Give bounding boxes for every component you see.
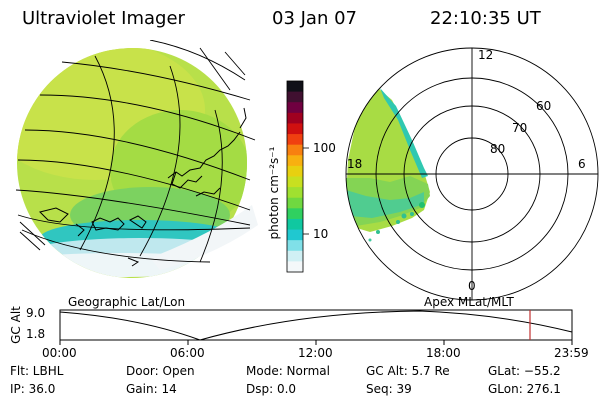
polar-grid [345, 47, 599, 301]
colorbar-stripe [287, 102, 303, 114]
status-gain: Gain: 14 [126, 382, 177, 396]
date-label: 03 Jan 07 [272, 8, 357, 29]
status-ip: IP: 36.0 [10, 382, 56, 396]
timeline-ytick-low: 1.8 [26, 327, 46, 341]
altitude-timeline [59, 309, 573, 345]
lat-label-80: 80 [490, 142, 506, 156]
mlt-label-6: 6 [578, 157, 586, 171]
lat-label-70: 70 [512, 121, 528, 135]
colorbar-stripe [287, 155, 303, 167]
status-gc-alt: GC Alt: 5.7 Re [366, 364, 450, 378]
colorbar-tick-10: 10 [313, 227, 329, 241]
colorbar-stripe [287, 187, 303, 199]
timeline-xtick-0600: 06:00 [170, 346, 205, 360]
apex-label: Apex MLat/MLT [424, 295, 514, 309]
colorbar-stripe [287, 165, 303, 177]
status-glon: GLon: 276.1 [488, 382, 561, 396]
colorbar-stripe [287, 91, 303, 103]
timeline-ylabel: GC Alt [9, 306, 23, 344]
colorbar-stripe [287, 250, 303, 262]
colorbar-stripe [287, 218, 303, 231]
colorbar-stripe [287, 229, 303, 241]
status-glat: GLat: −55.2 [488, 364, 561, 378]
colorbar-stripe [287, 134, 303, 146]
coastlines [39, 107, 247, 267]
mlt-label-0: 0 [468, 279, 476, 293]
timeline-xtick-0000: 00:00 [42, 346, 77, 360]
geographic-label: Geographic Lat/Lon [68, 295, 186, 309]
status-flt: Flt: LBHL [10, 364, 64, 378]
colorbar-tick-100: 100 [313, 141, 336, 155]
colorbar-stripe [287, 197, 303, 209]
colorbar [286, 80, 309, 273]
time-label: 22:10:35 UT [430, 8, 541, 29]
timeline-xtick-1800: 18:00 [426, 346, 461, 360]
status-door: Door: Open [126, 364, 195, 378]
instrument-title: Ultraviolet Imager [22, 8, 185, 29]
polar-image [346, 88, 430, 242]
lat-label-60: 60 [536, 99, 552, 113]
colorbar-stripe [287, 123, 303, 135]
colorbar-unit-label: photon cm⁻²s⁻¹ [267, 146, 281, 240]
timeline-xtick-1200: 12:00 [298, 346, 333, 360]
status-mode: Mode: Normal [246, 364, 330, 378]
colorbar-stripe [287, 112, 303, 124]
colorbar-stripe [287, 81, 303, 93]
colorbar-stripe [287, 144, 303, 156]
colorbar-stripe [287, 240, 303, 252]
colorbar-stripe [287, 176, 303, 188]
mlt-label-12: 12 [478, 48, 494, 62]
timeline-ytick-high: 9.0 [26, 306, 46, 320]
colorbar-stripe [287, 261, 303, 273]
timeline-xtick-2359: 23:59 [554, 346, 589, 360]
mlt-label-18: 18 [347, 157, 363, 171]
status-dsp: Dsp: 0.0 [246, 382, 297, 396]
status-seq: Seq: 39 [366, 382, 412, 396]
colorbar-stripe [287, 208, 303, 220]
